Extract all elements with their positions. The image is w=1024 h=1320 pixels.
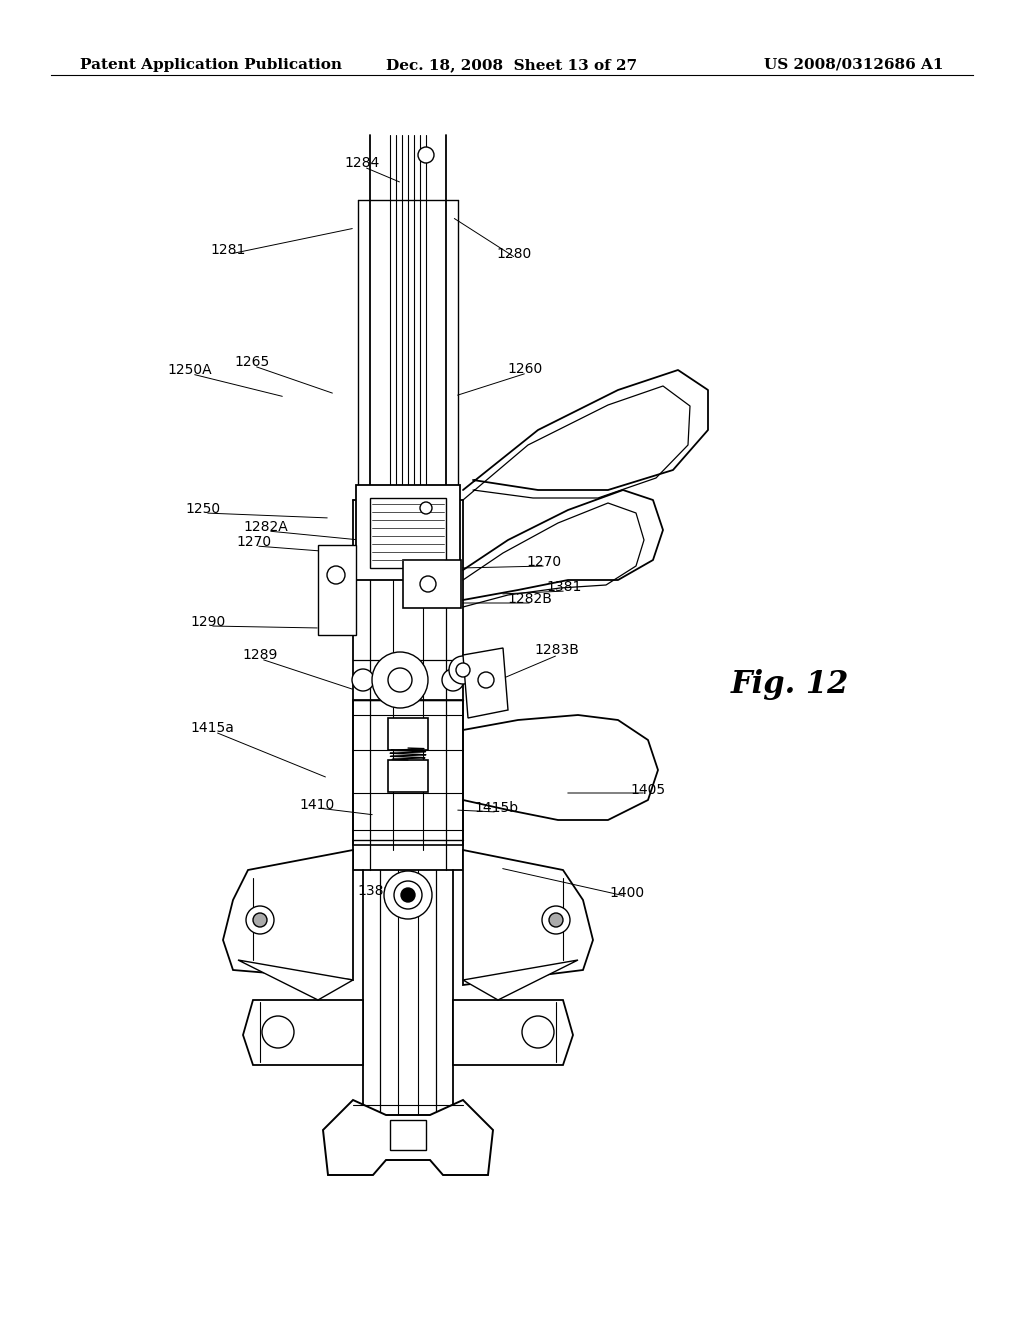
Circle shape: [246, 906, 274, 935]
Circle shape: [327, 566, 345, 583]
Bar: [388, 718, 428, 750]
Polygon shape: [463, 960, 578, 1001]
Circle shape: [442, 669, 464, 690]
Text: 1415b: 1415b: [475, 801, 519, 814]
Text: 1410: 1410: [299, 799, 335, 812]
Text: Patent Application Publication: Patent Application Publication: [80, 58, 342, 73]
Text: US 2008/0312686 A1: US 2008/0312686 A1: [765, 58, 944, 73]
Circle shape: [542, 906, 570, 935]
Text: 1289: 1289: [243, 648, 278, 663]
Bar: [403, 560, 461, 609]
Circle shape: [449, 656, 477, 684]
Text: 1270: 1270: [237, 535, 271, 549]
Text: 1380: 1380: [357, 884, 392, 898]
Bar: [388, 760, 428, 792]
Text: 1265: 1265: [234, 355, 269, 370]
Circle shape: [253, 913, 267, 927]
Circle shape: [388, 668, 412, 692]
Text: 1270: 1270: [526, 554, 561, 569]
Polygon shape: [453, 1001, 573, 1065]
Circle shape: [478, 672, 494, 688]
Text: 1280: 1280: [497, 247, 531, 261]
Text: 1283B: 1283B: [535, 643, 580, 657]
Text: 1250: 1250: [185, 502, 220, 516]
Circle shape: [456, 663, 470, 677]
Bar: [353, 700, 463, 845]
Text: 1381: 1381: [547, 579, 582, 594]
Polygon shape: [223, 850, 353, 979]
Circle shape: [420, 576, 436, 591]
Circle shape: [420, 502, 432, 513]
Text: 1282B: 1282B: [508, 591, 552, 606]
Bar: [318, 545, 356, 635]
Text: Dec. 18, 2008  Sheet 13 of 27: Dec. 18, 2008 Sheet 13 of 27: [386, 58, 638, 73]
Polygon shape: [463, 648, 508, 718]
Circle shape: [384, 871, 432, 919]
Bar: [356, 484, 460, 579]
Text: 1415a: 1415a: [190, 721, 233, 735]
Polygon shape: [238, 960, 353, 1001]
Text: 1290: 1290: [190, 615, 225, 630]
Text: 1260: 1260: [507, 362, 543, 376]
Polygon shape: [390, 1119, 426, 1150]
Text: 1400: 1400: [609, 886, 644, 900]
Text: 1250A: 1250A: [168, 363, 212, 378]
Polygon shape: [243, 1001, 362, 1065]
Circle shape: [418, 147, 434, 162]
Bar: [370, 498, 446, 568]
Polygon shape: [463, 850, 593, 985]
Text: 1284: 1284: [344, 156, 380, 170]
Circle shape: [549, 913, 563, 927]
Polygon shape: [323, 1100, 493, 1175]
Circle shape: [372, 652, 428, 708]
Text: 1281: 1281: [210, 243, 246, 257]
Circle shape: [262, 1016, 294, 1048]
Circle shape: [401, 888, 415, 902]
Circle shape: [352, 669, 374, 690]
Text: 1405: 1405: [631, 783, 666, 797]
Text: Fig. 12: Fig. 12: [731, 669, 849, 701]
Circle shape: [470, 664, 502, 696]
Circle shape: [522, 1016, 554, 1048]
Circle shape: [394, 880, 422, 909]
Text: 1282A: 1282A: [244, 520, 289, 535]
